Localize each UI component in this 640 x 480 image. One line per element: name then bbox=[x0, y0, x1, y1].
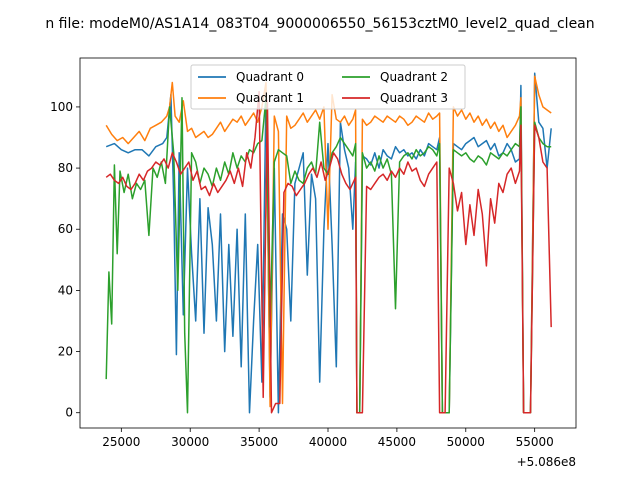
plot-background bbox=[80, 58, 576, 428]
x-tick-label: 50000 bbox=[447, 435, 485, 449]
y-tick-label: 60 bbox=[58, 222, 73, 236]
legend-label-quadrant-1: Quadrant 1 bbox=[236, 91, 304, 105]
x-offset-label: +5.086e8 bbox=[517, 455, 576, 469]
legend-box bbox=[190, 64, 466, 110]
x-axis: 25000 30000 35000 40000 45000 50000 55000 bbox=[102, 428, 554, 449]
series-line-quadrant-0 bbox=[105, 72, 552, 414]
y-tick-label: 80 bbox=[58, 161, 73, 175]
series-line-quadrant-1 bbox=[105, 75, 552, 414]
x-tick-label: 40000 bbox=[309, 435, 347, 449]
x-tick-label: 45000 bbox=[378, 435, 416, 449]
y-tick-label: 40 bbox=[58, 283, 73, 297]
x-tick-label: 35000 bbox=[240, 435, 278, 449]
series-line-quadrant-3 bbox=[105, 90, 552, 414]
legend: Quadrant 0 Quadrant 1 Quadrant 2 Quadrant 3 bbox=[190, 64, 466, 110]
y-tick-label: 0 bbox=[65, 406, 73, 420]
legend-label-quadrant-2: Quadrant 2 bbox=[380, 70, 448, 84]
y-tick-label: 20 bbox=[58, 345, 73, 359]
legend-label-quadrant-0: Quadrant 0 bbox=[236, 70, 304, 84]
legend-label-quadrant-3: Quadrant 3 bbox=[380, 91, 448, 105]
y-axis: 0 20 40 60 80 100 bbox=[50, 100, 80, 420]
x-tick-label: 55000 bbox=[516, 435, 554, 449]
y-tick-label: 100 bbox=[50, 100, 73, 114]
x-tick-label: 30000 bbox=[171, 435, 209, 449]
series-line-quadrant-2 bbox=[105, 97, 552, 414]
chart-title: n file: modeM0/AS1A14_083T04_9000006550_… bbox=[45, 16, 594, 32]
x-tick-label: 25000 bbox=[102, 435, 140, 449]
series-layer bbox=[105, 72, 552, 414]
